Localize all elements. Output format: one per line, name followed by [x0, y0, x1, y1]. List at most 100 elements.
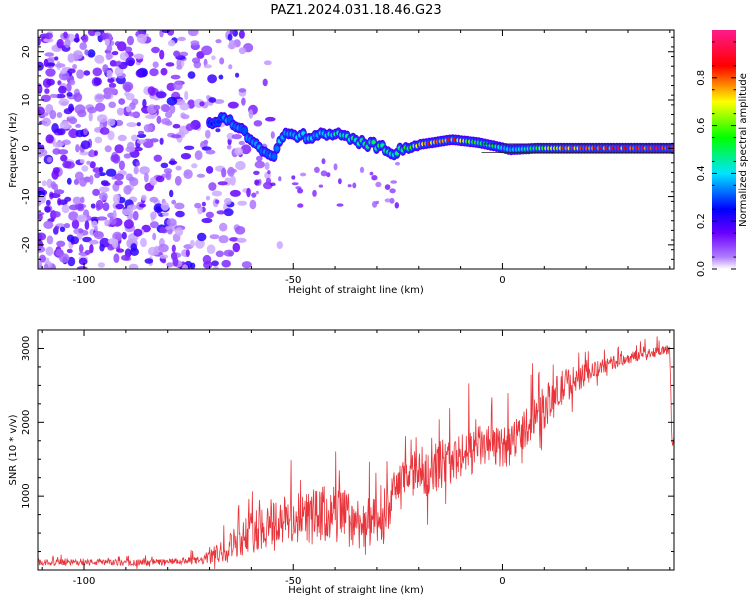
- heatmap-cell: [228, 39, 236, 50]
- heatmap-cell: [201, 146, 212, 151]
- heatmap-cell: [116, 60, 122, 66]
- heatmap-cell: [297, 188, 304, 194]
- heatmap-cell: [90, 203, 96, 209]
- heatmap-cell: [270, 131, 275, 139]
- spectrogram-heatmap: [38, 30, 674, 269]
- heatmap-cell: [87, 30, 97, 37]
- spectrogram-ytick-label: -20: [21, 237, 32, 253]
- heatmap-cell: [122, 81, 134, 92]
- spectrogram-ytick-label: 0: [21, 145, 32, 151]
- heatmap-cell: [235, 72, 240, 78]
- heatmap-cell: [205, 149, 216, 155]
- heatmap-cell: [190, 262, 196, 269]
- heatmap-cell: [205, 211, 214, 219]
- heatmap-cell: [150, 211, 157, 220]
- heatmap-cell: [149, 176, 157, 186]
- heatmap-cell: [231, 134, 242, 140]
- heatmap-cell: [78, 243, 84, 254]
- heatmap-cell: [208, 97, 217, 103]
- ridge-cell: [242, 128, 247, 133]
- heatmap-cell: [94, 172, 101, 179]
- heatmap-cell: [63, 31, 68, 39]
- heatmap-cell: [66, 177, 72, 185]
- heatmap-cell: [54, 56, 59, 61]
- heatmap-cell: [77, 215, 85, 223]
- heatmap-cell: [195, 238, 205, 249]
- heatmap-cell: [232, 242, 241, 253]
- heatmap-cell: [89, 149, 95, 157]
- snr-plot-area: [38, 330, 674, 570]
- heatmap-cell: [197, 232, 207, 242]
- heatmap-cell: [38, 106, 45, 116]
- heatmap-cell: [238, 88, 247, 93]
- heatmap-cell: [92, 67, 103, 77]
- heatmap-cell: [194, 150, 203, 161]
- heatmap-cell: [38, 246, 46, 253]
- heatmap-cell: [75, 123, 81, 128]
- heatmap-cell: [102, 202, 110, 212]
- heatmap-cell: [162, 104, 171, 113]
- heatmap-cell: [264, 162, 270, 171]
- heatmap-cell: [241, 97, 246, 106]
- heatmap-cell: [72, 50, 83, 60]
- heatmap-cell: [253, 120, 263, 127]
- colorbar-ticks: 0.0 0.2 0.4 0.6 0.8: [696, 41, 736, 277]
- heatmap-cell: [321, 158, 326, 165]
- heatmap-cell: [352, 182, 357, 189]
- heatmap-cell: [173, 80, 183, 91]
- heatmap-cell: [66, 92, 73, 97]
- heatmap-cell: [56, 38, 64, 49]
- heatmap-cell: [139, 166, 150, 175]
- heatmap-cell: [131, 134, 138, 142]
- heatmap-cell: [140, 237, 147, 248]
- heatmap-cell: [121, 231, 127, 240]
- heatmap-cell: [185, 249, 190, 257]
- heatmap-cell: [235, 160, 246, 171]
- heatmap-cell: [81, 165, 89, 172]
- heatmap-cell: [44, 206, 51, 213]
- heatmap-cell: [201, 201, 206, 207]
- heatmap-cell: [118, 98, 126, 105]
- heatmap-cell: [145, 114, 156, 119]
- heatmap-cell: [265, 177, 272, 185]
- heatmap-cell: [389, 197, 395, 204]
- heatmap-cell: [46, 78, 55, 86]
- heatmap-cell: [66, 82, 72, 93]
- snr-series-line: [38, 336, 674, 569]
- heatmap-cell: [191, 163, 198, 169]
- heatmap-cell: [205, 195, 211, 201]
- heatmap-cell: [185, 123, 194, 131]
- spectrogram-xtick-label: -100: [73, 275, 96, 286]
- heatmap-cell: [67, 53, 75, 63]
- heatmap-cell: [43, 58, 49, 68]
- colorbar-gradient: [712, 30, 736, 269]
- heatmap-cell: [68, 211, 79, 221]
- heatmap-cell: [202, 254, 212, 265]
- heatmap-cell: [179, 102, 190, 111]
- heatmap-cell: [253, 170, 260, 175]
- heatmap-cell: [158, 243, 169, 253]
- heatmap-cell: [133, 166, 139, 175]
- heatmap-cell: [226, 144, 232, 150]
- heatmap-cell: [94, 54, 105, 64]
- heatmap-cell: [369, 171, 374, 176]
- heatmap-cell: [68, 117, 78, 125]
- heatmap-cell: [160, 67, 168, 76]
- heatmap-cell: [38, 148, 48, 157]
- heatmap-cell: [75, 129, 85, 138]
- heatmap-cell: [227, 166, 235, 177]
- heatmap-cell: [263, 60, 272, 66]
- heatmap-cell: [68, 106, 75, 112]
- heatmap-cell: [39, 254, 46, 263]
- heatmap-cell: [300, 172, 307, 177]
- heatmap-cell: [215, 250, 224, 258]
- heatmap-cell: [238, 140, 245, 146]
- heatmap-cell: [171, 244, 176, 253]
- heatmap-cell: [170, 134, 182, 139]
- heatmap-cell: [262, 78, 268, 87]
- heatmap-cell: [125, 220, 132, 227]
- heatmap-cell: [149, 68, 159, 77]
- heatmap-cell: [211, 190, 223, 197]
- heatmap-cell: [126, 141, 135, 151]
- heatmap-cell: [269, 182, 276, 187]
